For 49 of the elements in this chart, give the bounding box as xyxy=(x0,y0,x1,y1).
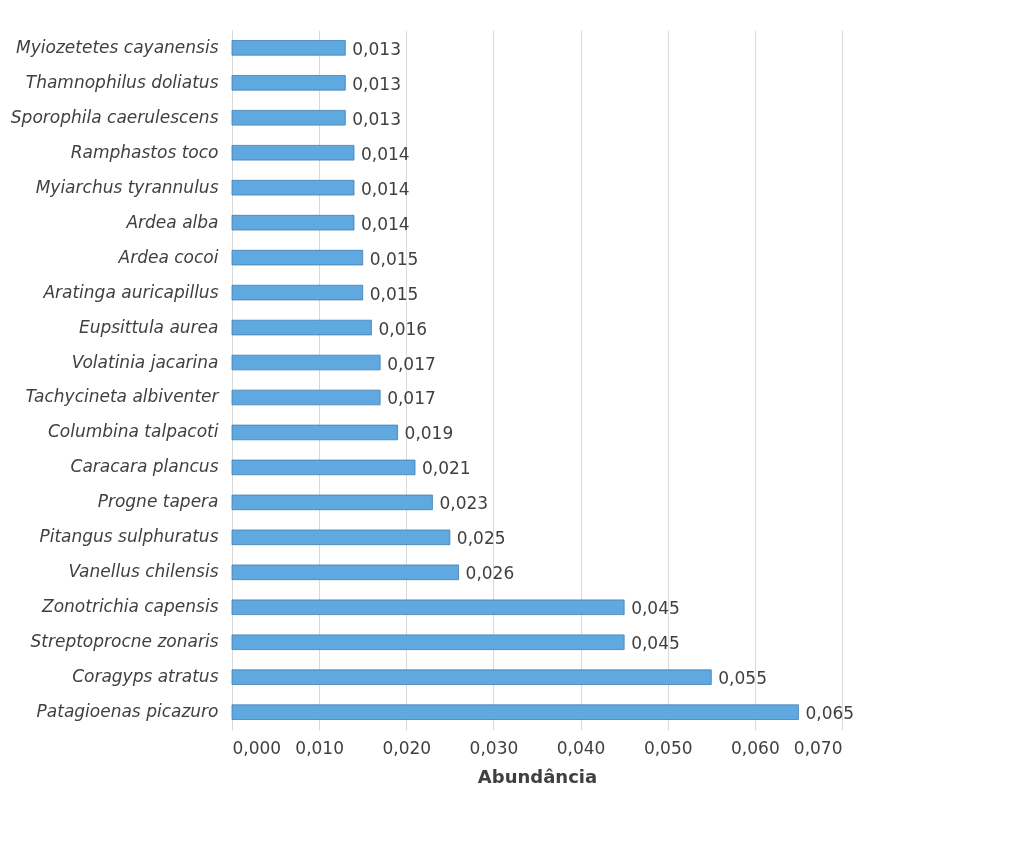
y-tick-label: Patagioenas picazuro xyxy=(36,701,219,722)
y-tick-label: Myiozetetes cayanensis xyxy=(16,36,219,57)
data-label: 0,013 xyxy=(352,38,401,59)
y-tick-label: Coragyps atratus xyxy=(72,666,219,687)
data-label: 0,017 xyxy=(387,388,436,409)
data-label: 0,015 xyxy=(369,248,419,269)
y-tick-label: Myiarchus tyrannulus xyxy=(35,176,219,197)
data-label: 0,019 xyxy=(404,423,454,444)
y-tick-label: Volatinia jacarina xyxy=(71,351,219,372)
data-label: 0,045 xyxy=(631,598,680,619)
y-tick-label: Streptoprocne zonaris xyxy=(30,631,219,652)
data-label: 0,023 xyxy=(439,493,489,514)
y-tick-label: Ramphastos toco xyxy=(70,141,219,162)
y-tick-label: Ardea alba xyxy=(125,211,219,232)
y-tick-label: Zonotrichia capensis xyxy=(41,596,219,617)
data-label: 0,014 xyxy=(361,213,410,234)
x-tick-label: 0,000 xyxy=(232,737,282,758)
data-label: 0,014 xyxy=(361,143,410,164)
data-label: 0,015 xyxy=(369,283,419,304)
y-tick-label: Pitangus sulphuratus xyxy=(39,526,219,547)
y-tick-label: Sporophila caerulescens xyxy=(10,106,219,127)
data-label: 0,065 xyxy=(805,703,855,724)
data-label: 0,013 xyxy=(352,73,401,94)
x-tick-label: 0,070 xyxy=(793,737,843,758)
data-label: 0,055 xyxy=(718,668,767,689)
data-label: 0,017 xyxy=(387,353,436,374)
y-tick-label: Ardea cocoi xyxy=(117,246,219,267)
x-tick-label: 0,030 xyxy=(469,737,519,758)
data-label: 0,025 xyxy=(456,528,506,549)
y-tick-label: Tachycineta albiventer xyxy=(25,386,220,407)
y-tick-label: Progne tapera xyxy=(97,491,219,512)
y-tick-label: Eupsittula aurea xyxy=(78,316,219,337)
data-label: 0,013 xyxy=(352,108,401,129)
y-tick-label: Columbina talpacoti xyxy=(47,421,219,442)
data-label: 0,021 xyxy=(422,458,471,479)
x-tick-label: 0,060 xyxy=(731,737,780,758)
y-tick-label: Vanellus chilensis xyxy=(68,561,219,582)
y-tick-label: Thamnophilus doliatus xyxy=(25,71,219,92)
y-tick-label: Caracara plancus xyxy=(70,456,219,477)
x-tick-label: 0,050 xyxy=(643,737,693,758)
x-tick-label: 0,040 xyxy=(556,737,606,758)
data-label: 0,014 xyxy=(361,178,410,199)
y-tick-label: Aratinga auricapillus xyxy=(42,281,219,302)
data-label: 0,045 xyxy=(631,633,680,654)
x-tick-label: 0,010 xyxy=(295,737,344,758)
data-label: 0,016 xyxy=(378,318,428,339)
x-axis-title: Abundância xyxy=(477,765,598,787)
x-tick-label: 0,020 xyxy=(382,737,432,758)
data-label: 0,026 xyxy=(465,563,515,584)
